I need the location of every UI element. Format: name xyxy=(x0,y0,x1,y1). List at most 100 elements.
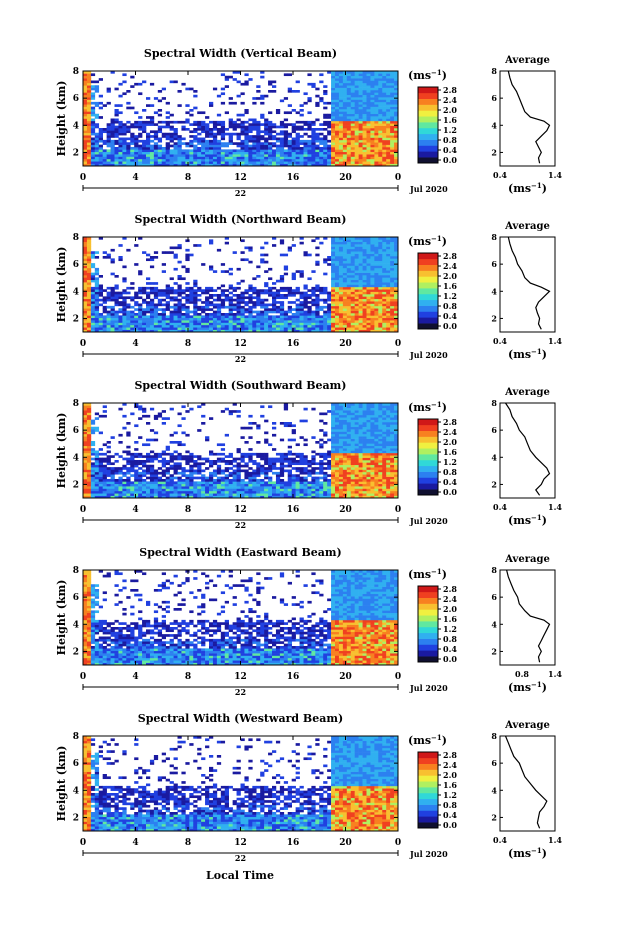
heatmap-cell xyxy=(354,144,359,148)
heatmap-cell xyxy=(342,303,348,307)
heatmap-cell xyxy=(315,144,320,148)
heatmap-cell xyxy=(252,495,257,499)
heatmap-cell xyxy=(224,455,229,458)
heatmap-cell xyxy=(307,301,312,304)
heatmap-cell xyxy=(122,298,127,302)
average-line xyxy=(507,70,551,164)
heatmap-cell xyxy=(358,158,363,162)
heatmap-cell xyxy=(291,315,296,319)
heatmap-cell xyxy=(295,291,300,295)
heatmap-cell xyxy=(386,237,391,240)
heatmap-cell xyxy=(299,305,304,309)
heatmap-cell xyxy=(366,73,371,77)
heatmap-cell xyxy=(354,101,359,105)
heatmap-cell xyxy=(201,479,206,482)
heatmap-cell xyxy=(287,329,292,333)
heatmap-cell xyxy=(126,149,131,153)
heatmap-cell xyxy=(386,135,391,138)
heatmap-cell xyxy=(272,149,277,153)
heatmap-cell xyxy=(248,422,253,425)
heatmap-cell xyxy=(338,139,344,143)
heatmap-cell xyxy=(331,149,336,153)
date-label: Jul 2020 xyxy=(409,350,448,360)
heatmap-cell xyxy=(185,286,190,290)
heatmap-cell xyxy=(335,267,340,271)
heatmap-cell xyxy=(248,154,253,157)
heatmap-cell xyxy=(390,248,395,252)
heatmap-cell xyxy=(220,479,226,482)
heatmap-cell xyxy=(378,130,383,134)
heatmap-cell xyxy=(173,486,178,489)
heatmap-cell xyxy=(248,147,253,150)
heatmap-cell xyxy=(248,481,253,485)
heatmap-cell xyxy=(181,479,186,482)
heatmap-cell xyxy=(386,270,391,273)
heatmap-cell xyxy=(378,80,383,84)
heatmap-cell xyxy=(236,410,241,413)
heatmap-cell xyxy=(110,158,115,162)
heatmap-cell xyxy=(212,149,218,153)
heatmap-cell xyxy=(291,142,296,145)
heatmap-cell xyxy=(134,263,139,266)
heatmap-cell xyxy=(86,403,92,406)
heatmap-cell xyxy=(394,104,399,107)
heatmap-cell xyxy=(240,156,245,160)
heatmap-cell xyxy=(169,154,174,157)
heatmap-cell xyxy=(110,455,115,458)
heatmap-cell xyxy=(83,78,88,81)
heatmap-cell xyxy=(90,87,96,91)
heatmap-cell xyxy=(122,137,127,141)
heatmap-cell xyxy=(165,493,170,496)
heatmap-cell xyxy=(110,71,115,74)
heatmap-cell xyxy=(189,253,194,257)
heatmap-cell xyxy=(287,301,292,304)
heatmap-cell xyxy=(358,130,363,134)
heatmap-cell xyxy=(354,154,359,157)
heatmap-cell xyxy=(358,248,363,252)
heatmap-cell xyxy=(86,445,92,449)
heatmap-cell xyxy=(189,460,194,463)
heatmap-cell xyxy=(240,147,245,150)
heatmap-cell xyxy=(165,144,170,148)
heatmap-cell xyxy=(94,429,100,432)
heatmap-cell xyxy=(378,101,383,105)
heatmap-cell xyxy=(86,417,92,420)
heatmap-cell xyxy=(106,90,111,93)
heatmap-cell xyxy=(256,320,261,323)
heatmap-cell xyxy=(358,118,363,122)
heatmap-cell xyxy=(350,85,355,88)
heatmap-cell xyxy=(185,483,190,487)
heatmap-cell xyxy=(106,483,111,487)
heatmap-cell xyxy=(390,265,395,269)
heatmap-cell xyxy=(177,149,182,153)
heatmap-cell xyxy=(279,289,285,292)
heatmap-cell xyxy=(323,156,328,160)
heatmap-cell xyxy=(173,156,178,160)
heatmap-cell xyxy=(165,296,170,300)
heatmap-cell xyxy=(374,253,379,257)
heatmap-cell xyxy=(130,151,135,155)
heatmap-cell xyxy=(386,253,391,257)
heatmap-cell xyxy=(142,308,147,311)
heatmap-cell xyxy=(319,327,324,330)
heatmap-cell xyxy=(205,305,210,309)
heatmap-cell xyxy=(118,256,123,259)
heatmap-cell xyxy=(134,462,139,466)
heatmap-cell xyxy=(252,277,257,281)
heatmap-cell xyxy=(86,260,92,264)
heatmap-cell xyxy=(323,144,328,148)
heatmap-cell xyxy=(287,469,292,473)
heatmap-cell xyxy=(382,154,387,157)
heatmap-cell xyxy=(216,154,222,157)
heatmap-cell xyxy=(102,317,107,321)
heatmap-cell xyxy=(197,469,202,473)
heatmap-cell xyxy=(248,457,253,461)
heatmap-cell xyxy=(370,282,375,285)
heatmap-cell xyxy=(260,490,265,494)
heatmap-cell xyxy=(86,450,92,454)
heatmap-cell xyxy=(272,308,277,311)
heatmap-cell xyxy=(335,78,340,81)
heatmap-cell xyxy=(232,308,237,311)
heatmap-cell xyxy=(94,104,100,107)
heatmap-cell xyxy=(244,246,249,250)
